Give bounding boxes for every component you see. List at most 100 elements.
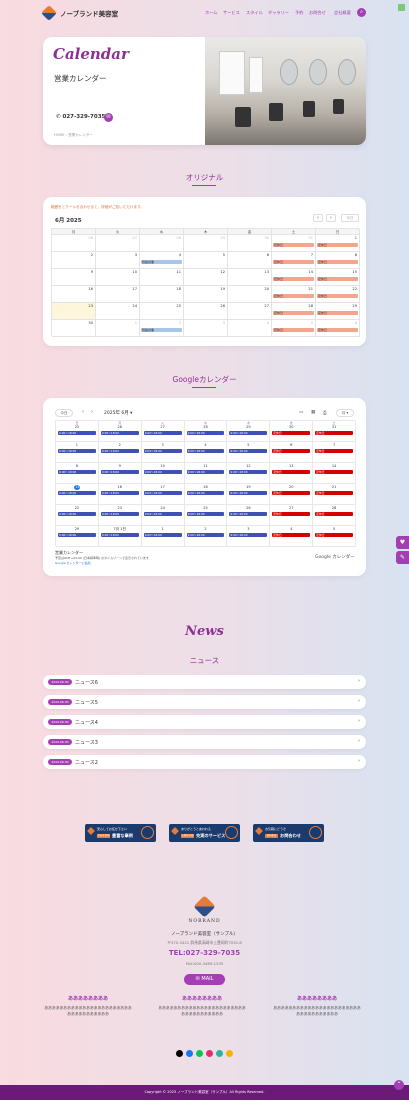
- gcal-day[interactable]: 10 9:00〜18:00: [141, 463, 185, 484]
- gcal-brand[interactable]: Google カレンダー: [315, 555, 355, 560]
- gcal-day[interactable]: 27 定休日: [270, 505, 314, 526]
- site-logo-text[interactable]: ノーブランド美容室: [60, 10, 119, 18]
- gcal-work-event[interactable]: 9:00〜18:00: [143, 533, 182, 537]
- scroll-top-icon[interactable]: ⌃: [394, 1080, 404, 1090]
- calendar-day[interactable]: 2: [52, 252, 96, 269]
- share-icon[interactable]: [398, 4, 405, 11]
- news-item[interactable]: 2024.06.30 ニュース4 ›: [43, 715, 366, 729]
- calendar-day[interactable]: 30: [52, 320, 96, 337]
- calendar-day[interactable]: 31 定休日: [272, 235, 316, 252]
- gcal-day[interactable]: 4 定休日: [270, 526, 314, 547]
- nav-item-contact[interactable]: お問合せ: [309, 10, 326, 15]
- gcal-work-event[interactable]: 9:00〜18:00: [100, 470, 139, 474]
- calendar-day[interactable]: 15 定休日: [316, 269, 360, 286]
- holiday-event[interactable]: 定休日: [317, 277, 358, 281]
- short-hours-event[interactable]: 短縮営業: [141, 260, 182, 264]
- gcal-day[interactable]: 4 9:00〜18:00: [184, 442, 228, 463]
- gcal-day[interactable]: 木 29 9:00〜18:00: [227, 421, 271, 442]
- gcal-holiday-event[interactable]: 定休日: [272, 491, 311, 495]
- gcal-today-button[interactable]: 今日: [55, 409, 73, 417]
- gcal-day[interactable]: 金 30 定休日: [270, 421, 314, 442]
- news-item[interactable]: 2024.06.30 ニュース5 ›: [43, 695, 366, 709]
- gcal-day[interactable]: 2 9:00〜18:00: [184, 526, 228, 547]
- calendar-day[interactable]: 28 定休日: [272, 303, 316, 320]
- calendar-day[interactable]: 30: [228, 235, 272, 252]
- calendar-day[interactable]: 21 定休日: [272, 286, 316, 303]
- gcal-work-event[interactable]: 9:00〜18:00: [229, 533, 268, 537]
- gcal-day[interactable]: 8 9:00〜18:00: [56, 463, 99, 484]
- gcal-holiday-event[interactable]: 定休日: [272, 431, 311, 435]
- calendar-day[interactable]: 1: [96, 320, 140, 337]
- gcal-day[interactable]: 土 31 定休日: [313, 421, 356, 442]
- gcal-holiday-event[interactable]: 定休日: [272, 512, 311, 516]
- news-item[interactable]: 2024.06.30 ニュース6 ›: [43, 675, 366, 689]
- gcal-work-event[interactable]: 9:00〜18:00: [100, 533, 139, 537]
- banner-service[interactable]: ありがとうと言われる お客様目線 充実のサービス: [169, 824, 240, 842]
- calendar-day[interactable]: 27: [228, 303, 272, 320]
- holiday-event[interactable]: 定休日: [317, 294, 358, 298]
- gcal-work-event[interactable]: 9:00〜18:00: [100, 449, 139, 453]
- calendar-day[interactable]: 7 定休日: [272, 252, 316, 269]
- calendar-day[interactable]: 6 定休日: [316, 320, 360, 337]
- gcal-work-event[interactable]: 9:00〜18:00: [58, 512, 96, 516]
- calendar-day[interactable]: 5: [184, 252, 228, 269]
- gcal-day[interactable]: 5 9:00〜18:00: [227, 442, 271, 463]
- gcal-work-event[interactable]: 9:00〜18:00: [143, 449, 182, 453]
- gcal-holiday-event[interactable]: 定休日: [272, 470, 311, 474]
- gcal-work-event[interactable]: 9:00〜18:00: [58, 533, 96, 537]
- gcal-work-event[interactable]: 9:00〜18:00: [229, 449, 268, 453]
- holiday-event[interactable]: 定休日: [317, 328, 358, 332]
- gcal-day[interactable]: 19 9:00〜18:00: [227, 484, 271, 505]
- gcal-add-link[interactable]: Google カレンダーに追加: [55, 561, 91, 565]
- gcal-holiday-event[interactable]: 定休日: [272, 533, 311, 537]
- calendar-day[interactable]: 20: [228, 286, 272, 303]
- tripadvisor-icon[interactable]: [216, 1050, 223, 1057]
- banner-contact[interactable]: お気軽にどうぞ 無料相談 お問合わせ: [253, 824, 324, 842]
- footer-logo-icon[interactable]: [193, 895, 216, 918]
- gcal-day[interactable]: 9 9:00〜18:00: [98, 463, 142, 484]
- gcal-day[interactable]: 17 9:00〜18:00: [141, 484, 185, 505]
- gcal-day[interactable]: 12 9:00〜18:00: [227, 463, 271, 484]
- footer-tel[interactable]: TEL:027-329-7035: [168, 949, 241, 957]
- gcal-day[interactable]: 24 9:00〜18:00: [141, 505, 185, 526]
- nav-item-reserve[interactable]: 予約: [295, 10, 304, 15]
- calendar-day[interactable]: 11: [140, 269, 184, 286]
- gcal-holiday-event[interactable]: 定休日: [272, 449, 311, 453]
- gcal-prev-icon[interactable]: ‹: [82, 409, 84, 415]
- gcal-day[interactable]: 20 定休日: [270, 484, 314, 505]
- gcal-work-event[interactable]: 9:00〜18:00: [143, 470, 182, 474]
- calendar-day[interactable]: 24: [96, 303, 140, 320]
- calendar-day[interactable]: 8 定休日: [316, 252, 360, 269]
- gcal-day[interactable]: 21 定休日: [313, 484, 356, 505]
- gcal-holiday-event[interactable]: 定休日: [315, 470, 353, 474]
- gcal-day[interactable]: 6 定休日: [270, 442, 314, 463]
- breadcrumb-home[interactable]: HOME: [54, 133, 65, 137]
- nav-item-style[interactable]: スタイル: [246, 10, 263, 15]
- gcal-view-select[interactable]: 月 ▾: [336, 409, 354, 417]
- gcal-month-label[interactable]: 2025年 6月 ▾: [104, 411, 133, 416]
- calendar-day[interactable]: 23: [52, 303, 96, 320]
- gcal-work-event[interactable]: 9:00〜18:00: [100, 512, 139, 516]
- gcal-day[interactable]: 18 9:00〜18:00: [184, 484, 228, 505]
- gcal-day[interactable]: 3 9:00〜18:00: [141, 442, 185, 463]
- gcal-work-event[interactable]: 9:00〜18:00: [186, 449, 225, 453]
- holiday-event[interactable]: 定休日: [273, 311, 314, 315]
- gcal-comment-icon[interactable]: ▭: [299, 410, 304, 415]
- calendar-day[interactable]: 18: [140, 286, 184, 303]
- today-button[interactable]: 今日: [341, 214, 359, 222]
- gcal-work-event[interactable]: 9:00〜18:00: [58, 449, 96, 453]
- news-item[interactable]: 2024.06.30 ニュース2 ›: [43, 755, 366, 769]
- gcal-work-event[interactable]: 9:00〜18:00: [229, 512, 268, 516]
- calendar-day[interactable]: 3: [184, 320, 228, 337]
- footer-mail-button[interactable]: ✉ MAIL: [184, 974, 225, 985]
- hero-phone[interactable]: ✆ 027-329-7035: [56, 114, 105, 120]
- calendar-day[interactable]: 16: [52, 286, 96, 303]
- gcal-day[interactable]: 3 9:00〜18:00: [227, 526, 271, 547]
- news-item[interactable]: 2024.06.30 ニュース3 ›: [43, 735, 366, 749]
- holiday-event[interactable]: 定休日: [273, 294, 314, 298]
- calendar-day[interactable]: 29 定休日: [316, 303, 360, 320]
- gcal-work-event[interactable]: 9:00〜18:00: [100, 431, 139, 435]
- short-hours-event[interactable]: 短縮営業: [141, 328, 182, 332]
- x-icon[interactable]: [176, 1050, 183, 1057]
- calendar-day[interactable]: 6: [228, 252, 272, 269]
